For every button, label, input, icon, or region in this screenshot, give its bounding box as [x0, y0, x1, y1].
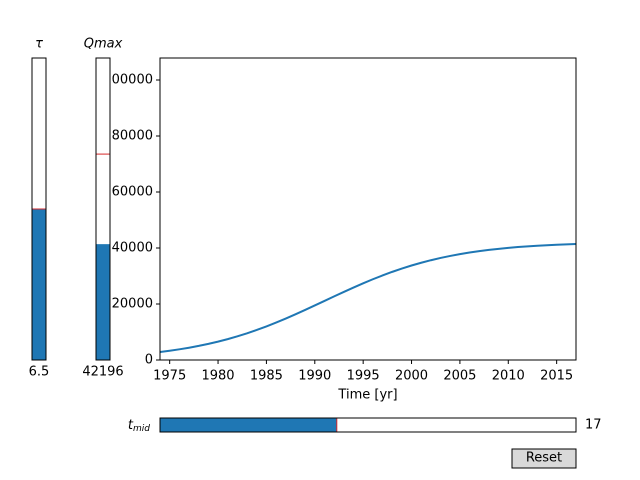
reset-label[interactable]: Reset: [526, 451, 562, 466]
axes: 0 20000 40000 60000 80000 100000 1975 1980 1985 1…: [103, 57, 577, 403]
plot-area: [160, 58, 576, 360]
y-tick-label: 20000: [112, 296, 153, 311]
slider-label: τ: [35, 37, 43, 52]
x-tick-label: 2000: [395, 369, 428, 384]
slider-fill[interactable]: [96, 244, 110, 360]
x-tick-label: 2010: [492, 369, 525, 384]
slider-frame: [31, 57, 47, 361]
controls: τ 6.5 Qmax 42196 tmid 17: [29, 37, 602, 434]
reset-button[interactable]: [511, 448, 577, 469]
y-tick-label: 0: [145, 353, 153, 368]
x-axis-label: Time [yr]: [337, 388, 397, 403]
x-tick-label: 2015: [540, 369, 573, 384]
x-tick-label: 1990: [298, 369, 331, 384]
slider-frame: [159, 417, 577, 433]
slider-value: 17: [585, 418, 602, 433]
x-tick-label: 1995: [347, 369, 380, 384]
slider-label-sub: mid: [133, 424, 150, 434]
slider-value: 42196: [82, 365, 123, 380]
x-tick-label: 1975: [153, 369, 186, 384]
slider-fill[interactable]: [160, 418, 337, 432]
x-tick-label: 1980: [201, 369, 234, 384]
data-line: [160, 242, 576, 353]
x-tick-label: 2005: [443, 369, 476, 384]
x-tick-label: 1985: [250, 369, 283, 384]
axes-frame: [159, 57, 577, 361]
y-tick-label: 60000: [112, 184, 153, 199]
slider-label-main: t: [128, 418, 134, 433]
y-tick-label: 40000: [112, 240, 153, 255]
y-tick-label: 100000: [103, 72, 153, 87]
slider-fill[interactable]: [32, 209, 46, 360]
slider-frame: [95, 57, 111, 361]
slider-label: Qmax: [84, 37, 123, 52]
slider-value: 6.5: [29, 365, 50, 380]
slider-label: tmid: [128, 418, 150, 434]
y-tick-label: 80000: [112, 128, 153, 143]
